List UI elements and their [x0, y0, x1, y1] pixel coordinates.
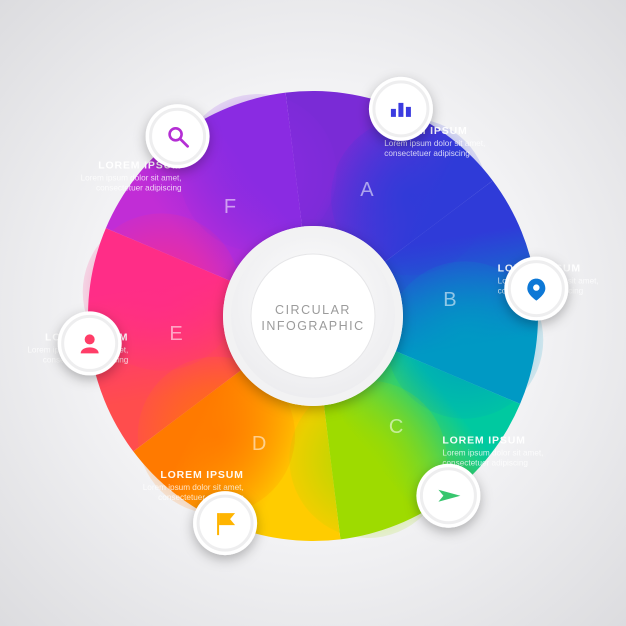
circular-infographic-svg: CIRCULAR INFOGRAPHIC A B C D E F LOREM IPSUM Lo…: [0, 0, 626, 626]
segment-letter-b: B: [443, 289, 456, 311]
infographic-canvas: CIRCULAR INFOGRAPHIC A B C D E F LOREM IPSUM Lo…: [0, 0, 626, 626]
segment-body-line: consectetuer adipiscing: [384, 149, 470, 158]
icon-badge-b: [504, 257, 568, 321]
icon-badge-f: [146, 104, 210, 168]
icon-badge-a: [369, 77, 433, 141]
segment-letter-d: D: [252, 433, 266, 455]
icon-badge-c: [416, 464, 480, 528]
segment-letter-a: A: [360, 179, 374, 201]
segment-letter-f: F: [224, 196, 236, 218]
icon-badge-e: [58, 311, 122, 375]
segment-body-line: Lorem ipsum dolor sit amet,: [143, 483, 244, 492]
segment-body-line: consectetuer adipiscing: [96, 184, 182, 193]
segment-body-line: Lorem ipsum dolor sit amet,: [442, 448, 543, 457]
center-title-line2: INFOGRAPHIC: [261, 319, 364, 333]
segment-letter-c: C: [389, 416, 403, 438]
icon-badge-d: [193, 491, 257, 555]
segment-title: LOREM IPSUM: [442, 434, 525, 446]
center-title-line1: CIRCULAR: [275, 303, 351, 317]
segment-body-line: Lorem ipsum dolor sit amet,: [81, 174, 182, 183]
segment-text-c: LOREM IPSUMLorem ipsum dolor sit amet,co…: [442, 434, 543, 467]
segment-letter-e: E: [169, 323, 182, 345]
segment-title: LOREM IPSUM: [160, 469, 243, 481]
